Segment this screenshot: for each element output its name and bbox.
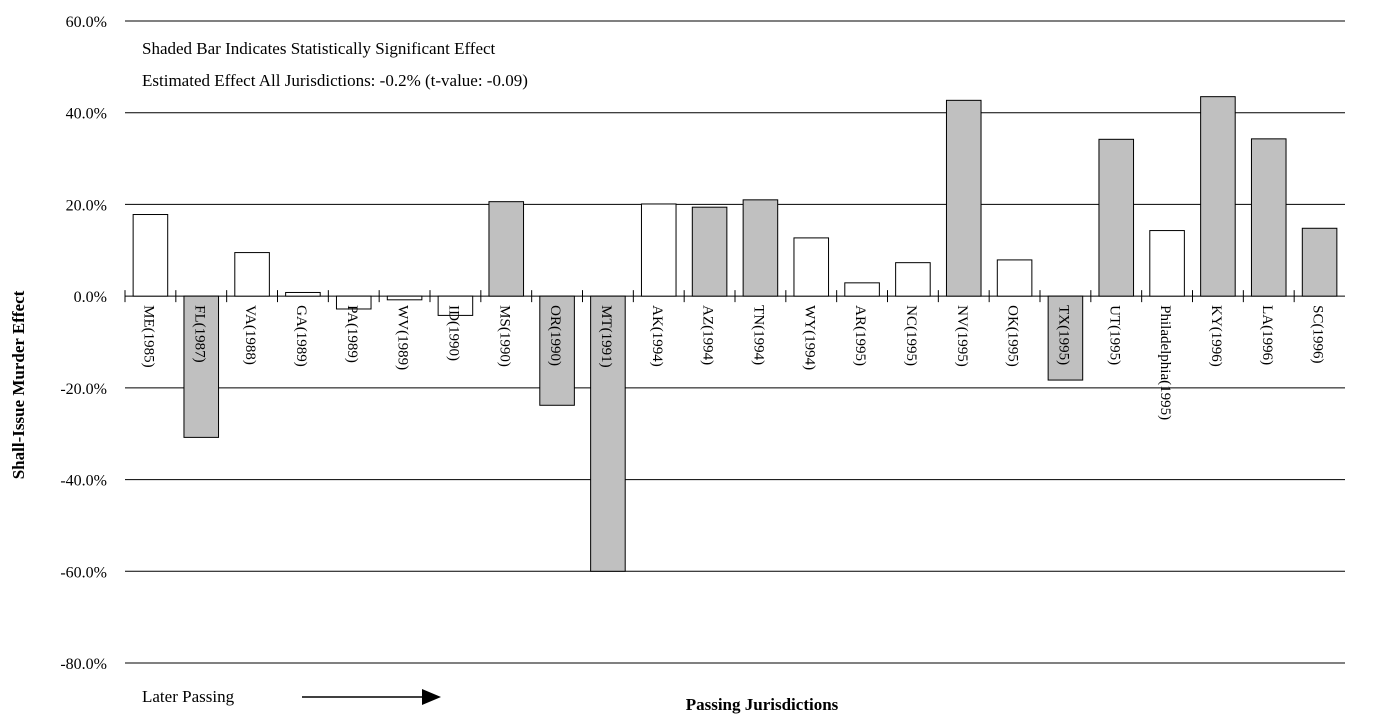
category-labels: ME(1985) FL(1987) VA(1988) GA(1989) PA(1989)… <box>140 305 1325 420</box>
category-label: NV(1995) <box>954 305 970 367</box>
bar <box>945 99 982 297</box>
category-label: PA(1989) <box>344 305 360 363</box>
bar <box>488 201 525 297</box>
bar <box>895 262 931 297</box>
bar <box>183 295 220 438</box>
y-tick-label: -40.0% <box>60 473 107 490</box>
y-axis-label: Shall-Issue Murder Effect <box>9 290 28 479</box>
category-label: AK(1994) <box>649 305 665 367</box>
bar <box>335 295 372 310</box>
y-tick-label: 20.0% <box>66 197 107 214</box>
bar <box>1098 138 1135 297</box>
category-label: Philadelphia(1995) <box>1157 305 1173 420</box>
bar <box>234 252 270 297</box>
category-label: ME(1985) <box>140 305 156 368</box>
bar <box>285 291 321 297</box>
bar <box>1047 295 1084 381</box>
bar <box>386 295 423 301</box>
category-label: WY(1994) <box>801 305 817 370</box>
category-label: FL(1987) <box>191 305 207 363</box>
category-label: AZ(1994) <box>700 305 716 365</box>
category-label: ID(1990) <box>445 305 461 361</box>
y-tick-label: -80.0% <box>60 656 107 673</box>
category-label: TN(1994) <box>750 305 766 365</box>
bar <box>437 295 474 316</box>
category-label: MS(1990) <box>496 305 512 367</box>
y-tick-label: 40.0% <box>66 106 107 123</box>
category-label: SC(1996) <box>1310 305 1326 363</box>
bar <box>1250 138 1287 297</box>
category-label: MT(1991) <box>598 305 614 368</box>
bar <box>742 199 779 297</box>
annotation-significance: Shaded Bar Indicates Statistically Signi… <box>142 39 496 58</box>
y-tick-label: 0.0% <box>74 289 107 306</box>
bar <box>1149 230 1185 297</box>
category-label: UT(1995) <box>1106 305 1122 365</box>
bar <box>691 206 728 297</box>
later-passing-label: Later Passing <box>142 687 235 706</box>
category-label: TX(1995) <box>1055 305 1071 365</box>
category-label: KY(1996) <box>1208 305 1224 367</box>
category-label: VA(1988) <box>242 305 258 365</box>
bar <box>793 237 830 297</box>
bar <box>539 295 575 406</box>
x-axis-label: Passing Jurisdictions <box>686 695 839 714</box>
category-label: AR(1995) <box>852 305 868 366</box>
category-label: GA(1989) <box>293 305 309 367</box>
bars <box>132 96 1338 572</box>
bar <box>1200 96 1236 297</box>
bar <box>1301 227 1338 297</box>
bar <box>996 259 1033 297</box>
y-axis-ticks: 60.0% 40.0% 20.0% 0.0% -20.0% -40.0% -60.0% -80… <box>60 14 107 673</box>
bar <box>844 282 880 297</box>
bar <box>640 203 677 297</box>
gridlines <box>124 20 1345 664</box>
annotation-overall-effect: Estimated Effect All Jurisdictions: -0.2… <box>142 71 528 90</box>
category-label: LA(1996) <box>1259 305 1275 365</box>
later-passing-arrow <box>302 689 441 705</box>
category-label: NC(1995) <box>903 305 919 366</box>
bar <box>132 214 169 297</box>
bar <box>590 295 626 572</box>
y-tick-label: -20.0% <box>60 381 107 398</box>
category-label: OK(1995) <box>1005 305 1021 367</box>
category-label: OR(1990) <box>547 305 563 366</box>
category-label: WV(1989) <box>395 305 411 370</box>
y-tick-label: -60.0% <box>60 564 107 581</box>
y-tick-label: 60.0% <box>66 14 107 31</box>
